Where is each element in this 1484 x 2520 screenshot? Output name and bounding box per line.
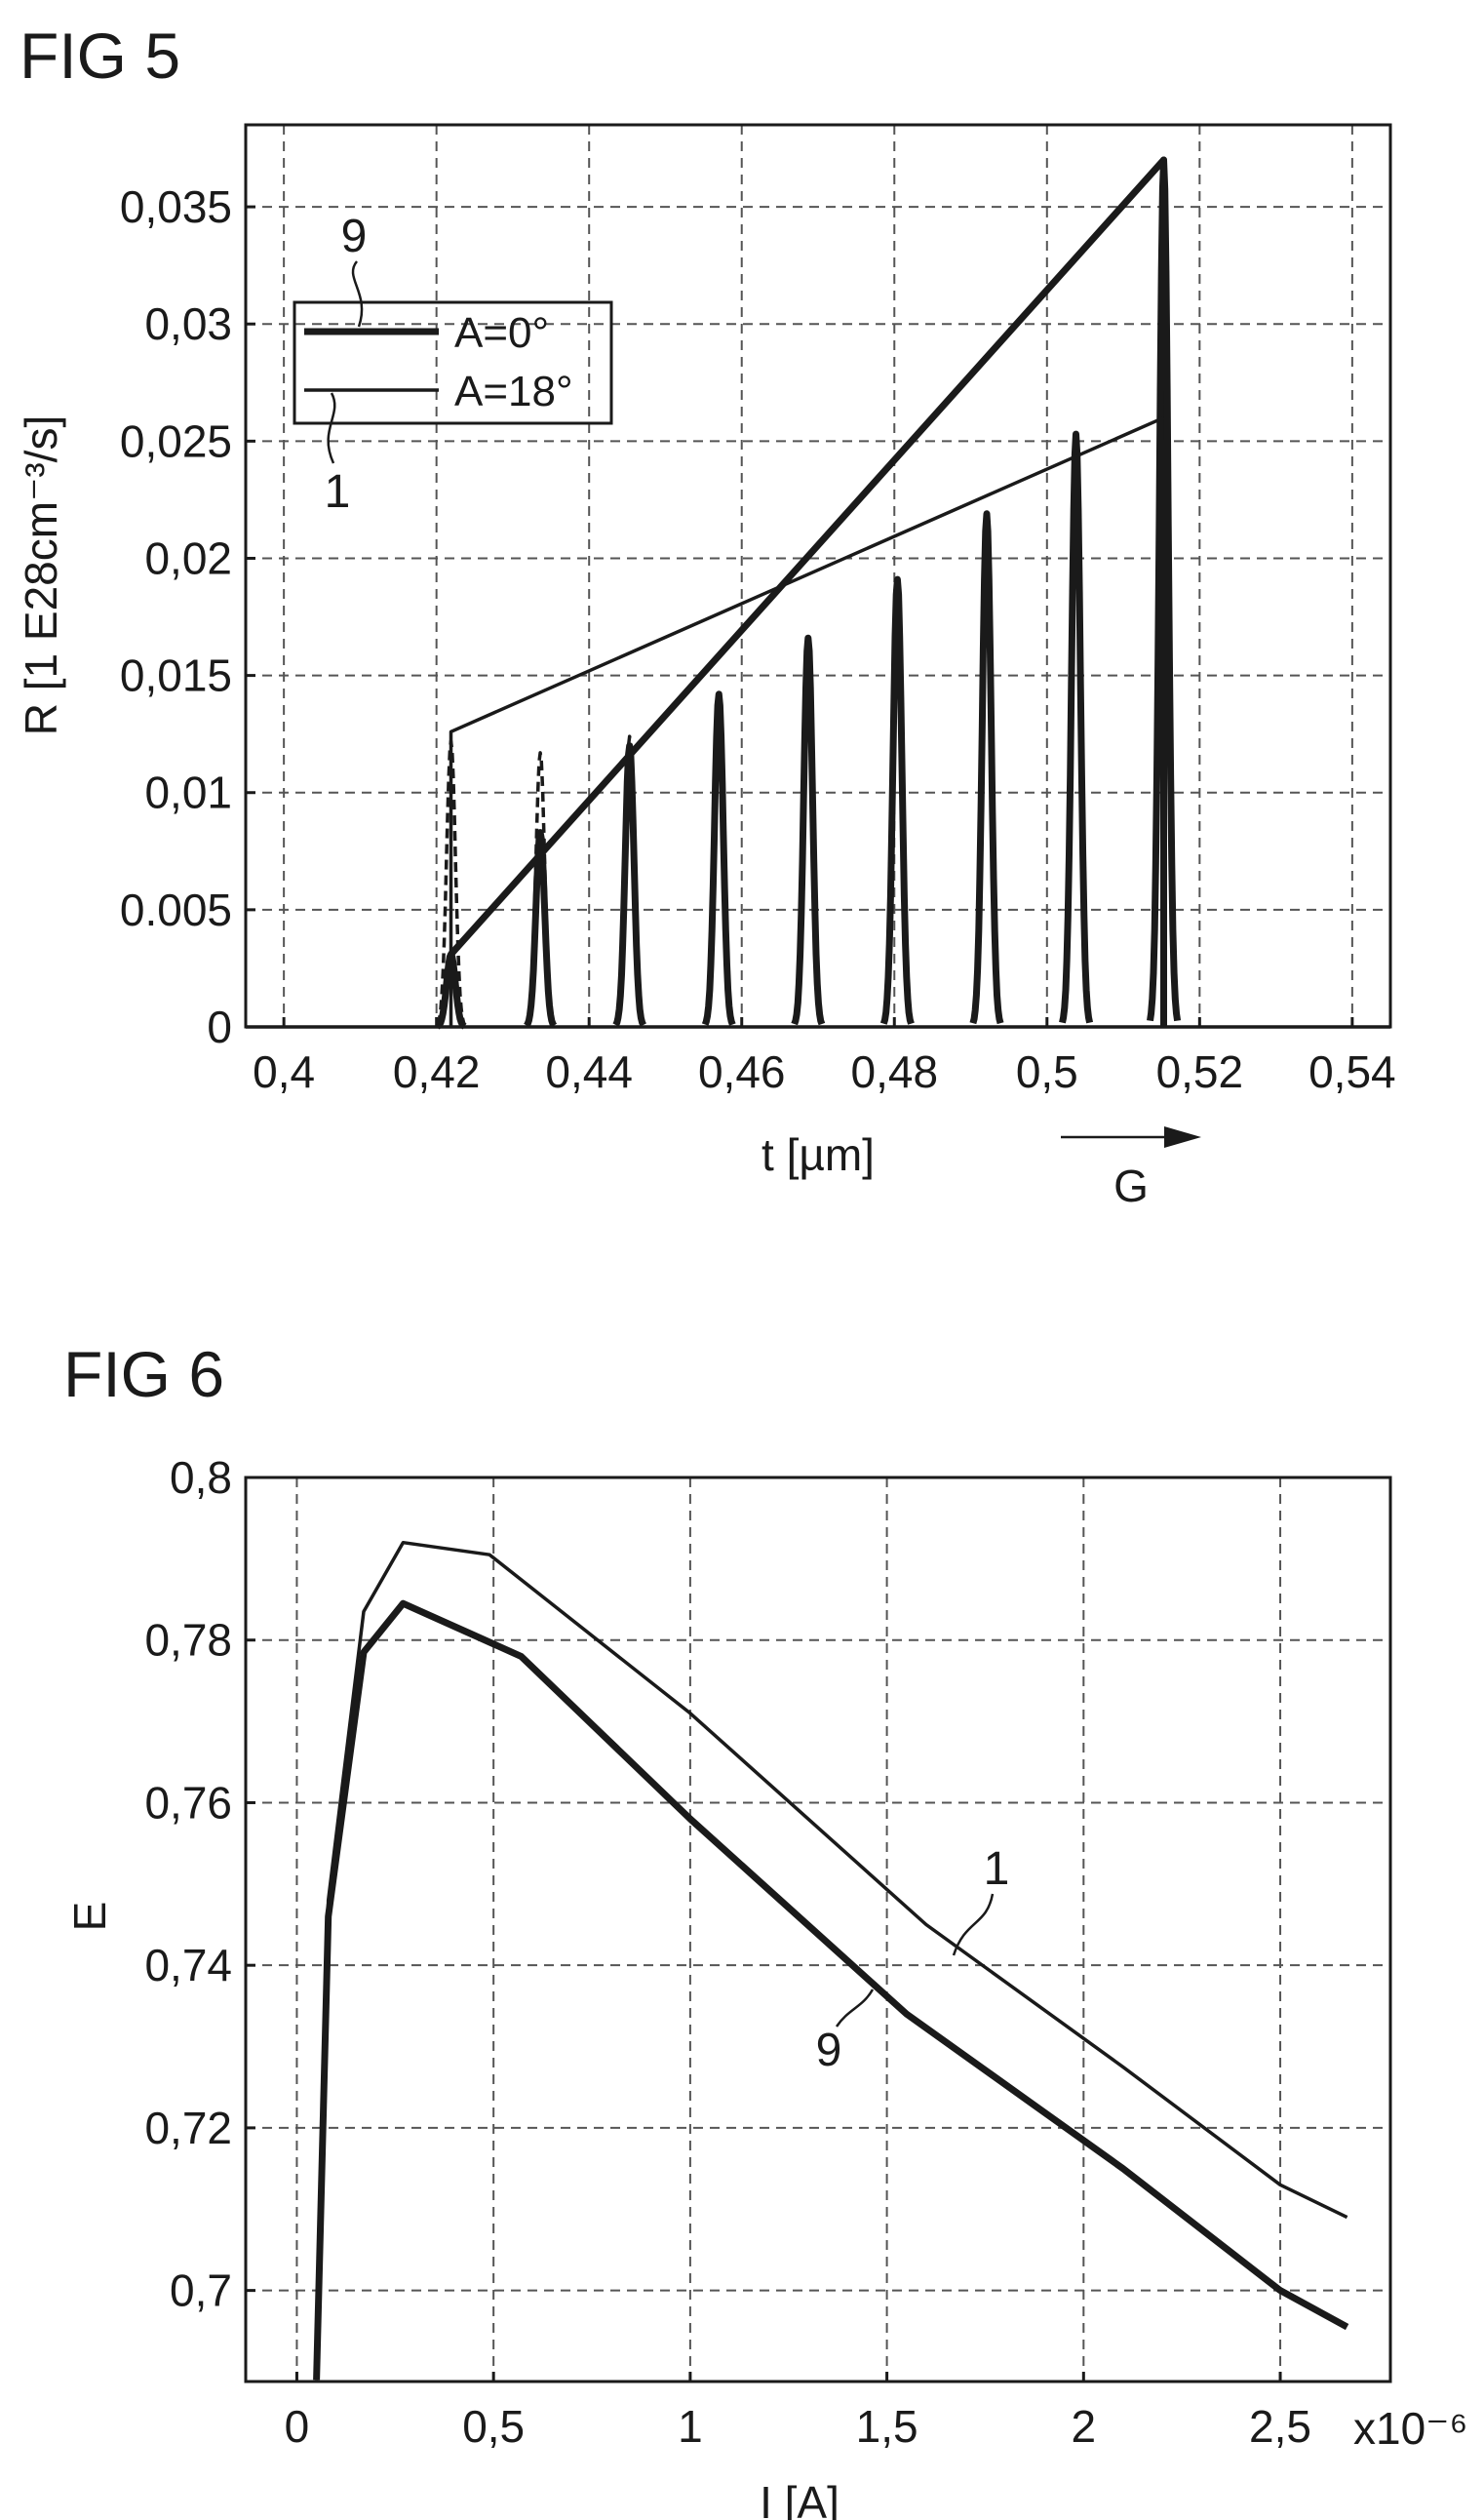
y-tick-label: 0,7 [170, 2265, 232, 2316]
y-tick-label: 0,8 [170, 1452, 232, 1503]
series-line-9 [313, 1599, 1349, 2381]
ref-leader-9 [835, 1988, 875, 2028]
peak-9 [791, 634, 826, 1026]
fig5-chart: 0,4 0,42 0,44 0,46 0,48 0,5 0,52 0,54 0 0.005 0,01… [16, 123, 1396, 1211]
x-tick-label: 1 [678, 2401, 703, 2452]
y-tick-label: 0,74 [144, 1940, 232, 1990]
ref-numeral-1: 1 [984, 1843, 1010, 1895]
peak-9 [701, 690, 736, 1026]
peak-1 [525, 751, 556, 1026]
y-tick-label: 0,02 [144, 532, 232, 583]
legend-box [293, 300, 613, 425]
legend: A=0° A=18° [293, 300, 613, 425]
y-tick-label: 0,76 [144, 1777, 232, 1828]
peak-9 [969, 510, 1004, 1025]
y-tick-label: 0,03 [144, 298, 232, 349]
plot-frame [244, 1476, 1392, 2383]
fig6-title: FIG 6 [63, 1338, 224, 1410]
x-tick-label: 1,5 [856, 2401, 918, 2452]
x-tick-label: 0,54 [1308, 1046, 1396, 1097]
x-tick-label: 0,46 [698, 1046, 786, 1097]
x-tick-label: 0,4 [253, 1046, 315, 1097]
x-tick-label: 0 [285, 2401, 310, 2452]
ref-leader-1 [327, 392, 336, 464]
peak-9 [1059, 430, 1094, 1024]
x-tick-label: 2,5 [1249, 2401, 1311, 2452]
peak-1 [614, 734, 645, 1026]
x-tick-label: 2 [1072, 2401, 1097, 2452]
y-tick-label: 0,01 [144, 768, 232, 818]
fig5-title: FIG 5 [20, 20, 180, 92]
y-tick-label: 0,78 [144, 1615, 232, 1666]
ref-leader-1 [952, 1893, 995, 1956]
x-tick-label: 0,48 [851, 1046, 939, 1097]
x-tick-label: 0,42 [393, 1046, 481, 1097]
peak-9 [1147, 156, 1182, 1022]
x-multiplier-label: x10⁻⁶ [1353, 2403, 1467, 2454]
plot-frame [244, 123, 1392, 1029]
x-axis-label: I [A] [760, 2477, 840, 2520]
legend-label-1: A=18° [454, 368, 573, 415]
ref-numeral-1: 1 [325, 466, 351, 518]
x-tick-label: 0,5 [1016, 1046, 1078, 1097]
fig6-chart: 0 0,5 1 1,5 2 2,5 0,7 0,72 0,74 0,76 0,78 0,8 I [A] E… [64, 1452, 1467, 2520]
ref-leader-9 [351, 260, 364, 328]
y-tick-label: 0.005 [120, 885, 232, 935]
ref-numeral-9: 9 [816, 2025, 842, 2076]
legend-label-9: A=0° [454, 309, 549, 357]
y-tick-label: 0,035 [120, 181, 232, 232]
series-envelope-1 [449, 415, 1165, 1027]
x-tick-label: 0,5 [462, 2401, 525, 2452]
y-tick-label: 0,015 [120, 650, 232, 701]
y-axis-label: R [1 E28cm⁻³/s] [16, 415, 66, 735]
series-line-1 [314, 1540, 1348, 2381]
x-axis-label: t [µm] [762, 1129, 875, 1180]
series-envelope-9 [448, 156, 1167, 1027]
y-tick-label: 0,025 [120, 415, 232, 466]
peak-9 [879, 575, 915, 1025]
x-tick-label: 0,52 [1156, 1046, 1244, 1097]
y-tick-label: 0,72 [144, 2103, 232, 2153]
y-axis-label: E [64, 1902, 115, 1932]
g-arrow-label: G [1113, 1161, 1149, 1211]
g-arrow-head [1164, 1126, 1201, 1148]
y-tick-label: 0 [207, 1002, 232, 1052]
x-tick-label: 0,44 [545, 1046, 633, 1097]
peak-1 [435, 739, 467, 1026]
ref-numeral-9: 9 [341, 211, 368, 262]
